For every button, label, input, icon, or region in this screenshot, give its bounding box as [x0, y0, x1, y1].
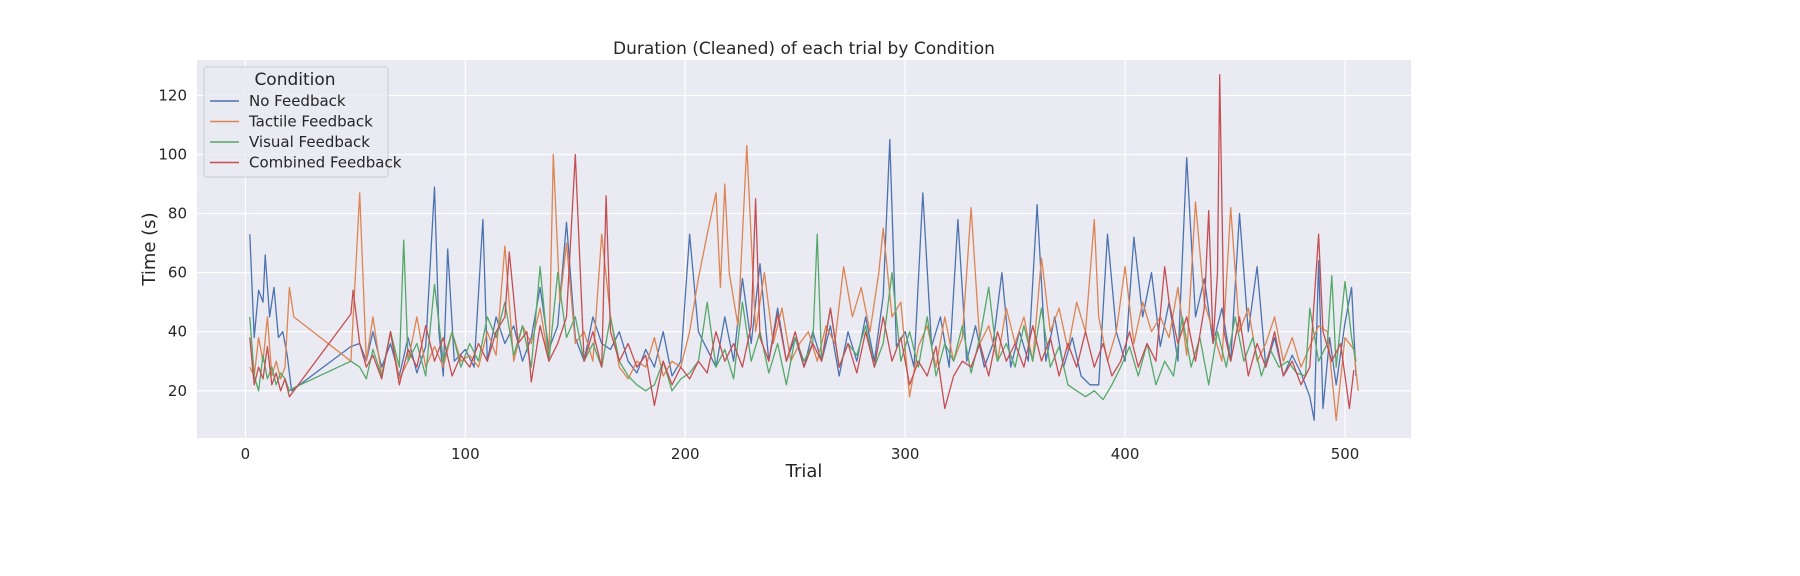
series-line-4	[249, 74, 1355, 410]
legend-box	[203, 66, 389, 178]
axis-ticks: 0 100 200 300 400 500 20 40 60 80 100 120	[158, 86, 1359, 463]
x-tick-label: 300	[891, 445, 920, 463]
chart-title: Duration (Cleaned) of each trial by Cond…	[613, 39, 995, 59]
legend-title: Condition	[254, 70, 335, 90]
x-axis-label: Trial	[785, 461, 823, 482]
legend-label: Visual Feedback	[249, 133, 370, 151]
y-tick-label: 120	[158, 86, 187, 104]
series-line-1	[249, 139, 1357, 421]
y-tick-label: 80	[168, 205, 187, 223]
y-axis-label: Time (s)	[139, 212, 160, 286]
legend: Condition No Feedback Tactile Feedback Vis…	[203, 66, 402, 178]
x-tick-label: 500	[1331, 445, 1360, 463]
y-tick-label: 20	[168, 382, 187, 400]
y-tick-label: 60	[168, 264, 187, 282]
y-tick-label: 40	[168, 323, 187, 341]
legend-items: No Feedback Tactile Feedback Visual Feedba…	[210, 92, 402, 172]
x-tick-label: 0	[241, 445, 251, 463]
series-lines	[249, 74, 1359, 421]
legend-label: Tactile Feedback	[248, 113, 373, 131]
legend-label: No Feedback	[249, 92, 346, 110]
legend-label: Combined Feedback	[249, 154, 402, 172]
x-tick-label: 100	[451, 445, 480, 463]
x-tick-label: 200	[671, 445, 700, 463]
series-line-2	[249, 144, 1359, 421]
grid	[197, 60, 1411, 438]
x-tick-label: 400	[1111, 445, 1140, 463]
y-tick-label: 100	[158, 146, 187, 164]
